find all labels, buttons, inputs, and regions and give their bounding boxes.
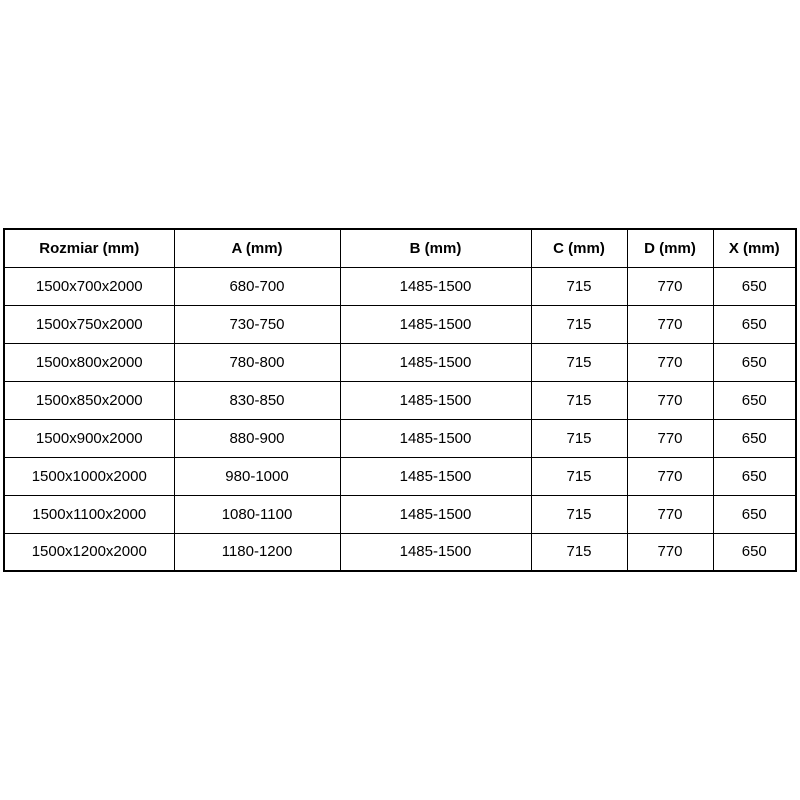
table-cell: 980-1000 xyxy=(173,456,341,496)
table-cell: 770 xyxy=(626,380,714,420)
table-cell: 715 xyxy=(530,494,628,534)
table-cell: 650 xyxy=(712,532,797,572)
column-header-c: C (mm) xyxy=(530,228,628,268)
table-cell: 1500x850x2000 xyxy=(3,380,175,420)
table-cell: 770 xyxy=(626,342,714,382)
table-row: 1500x850x2000 830-850 1485-1500 715 770 650 xyxy=(3,380,797,420)
table-cell: 715 xyxy=(530,380,628,420)
table-row: 1500x750x2000 730-750 1485-1500 715 770 650 xyxy=(3,304,797,344)
table-cell: 830-850 xyxy=(173,380,341,420)
table-cell: 1485-1500 xyxy=(339,266,532,306)
table-row: 1500x700x2000 680-700 1485-1500 715 770 650 xyxy=(3,266,797,306)
table-cell: 715 xyxy=(530,342,628,382)
table-cell: 1485-1500 xyxy=(339,456,532,496)
table-cell: 1485-1500 xyxy=(339,418,532,458)
table-cell: 1485-1500 xyxy=(339,380,532,420)
table-cell: 650 xyxy=(712,266,797,306)
table-cell: 770 xyxy=(626,532,714,572)
table-row: 1500x900x2000 880-900 1485-1500 715 770 650 xyxy=(3,418,797,458)
table-cell: 715 xyxy=(530,456,628,496)
table-cell: 1500x700x2000 xyxy=(3,266,175,306)
header-row: Rozmiar (mm) A (mm) B (mm) C (mm) D (mm)… xyxy=(3,228,797,268)
table-cell: 1500x1100x2000 xyxy=(3,494,175,534)
column-header-rozmiar: Rozmiar (mm) xyxy=(3,228,175,268)
table-cell: 1485-1500 xyxy=(339,532,532,572)
table-cell: 770 xyxy=(626,456,714,496)
table-row: 1500x1100x2000 1080-1100 1485-1500 715 770 65… xyxy=(3,494,797,534)
table-cell: 1500x750x2000 xyxy=(3,304,175,344)
table-cell: 730-750 xyxy=(173,304,341,344)
table-cell: 1500x1200x2000 xyxy=(3,532,175,572)
table-cell: 715 xyxy=(530,418,628,458)
table-cell: 680-700 xyxy=(173,266,341,306)
table-cell: 1500x800x2000 xyxy=(3,342,175,382)
table-row: 1500x1000x2000 980-1000 1485-1500 715 770 650 xyxy=(3,456,797,496)
table-cell: 650 xyxy=(712,342,797,382)
table-cell: 650 xyxy=(712,304,797,344)
table-cell: 650 xyxy=(712,418,797,458)
dimensions-table-container: Rozmiar (mm) A (mm) B (mm) C (mm) D (mm)… xyxy=(3,228,797,572)
column-header-d: D (mm) xyxy=(626,228,714,268)
table-cell: 1485-1500 xyxy=(339,304,532,344)
table-cell: 770 xyxy=(626,418,714,458)
table-cell: 650 xyxy=(712,494,797,534)
table-cell: 770 xyxy=(626,304,714,344)
table-cell: 780-800 xyxy=(173,342,341,382)
dimensions-table: Rozmiar (mm) A (mm) B (mm) C (mm) D (mm)… xyxy=(3,228,797,572)
table-row: 1500x800x2000 780-800 1485-1500 715 770 650 xyxy=(3,342,797,382)
table-cell: 715 xyxy=(530,304,628,344)
table-cell: 715 xyxy=(530,532,628,572)
table-cell: 770 xyxy=(626,494,714,534)
column-header-x: X (mm) xyxy=(712,228,797,268)
table-cell: 880-900 xyxy=(173,418,341,458)
table-cell: 1180-1200 xyxy=(173,532,341,572)
table-body: 1500x700x2000 680-700 1485-1500 715 770 650 15… xyxy=(3,266,797,572)
column-header-b: B (mm) xyxy=(339,228,532,268)
table-row: 1500x1200x2000 1180-1200 1485-1500 715 770 65… xyxy=(3,532,797,572)
table-cell: 1080-1100 xyxy=(173,494,341,534)
column-header-a: A (mm) xyxy=(173,228,341,268)
table-cell: 1500x1000x2000 xyxy=(3,456,175,496)
table-cell: 1485-1500 xyxy=(339,494,532,534)
table-cell: 1500x900x2000 xyxy=(3,418,175,458)
table-cell: 770 xyxy=(626,266,714,306)
table-cell: 650 xyxy=(712,380,797,420)
table-cell: 1485-1500 xyxy=(339,342,532,382)
table-cell: 715 xyxy=(530,266,628,306)
table-cell: 650 xyxy=(712,456,797,496)
